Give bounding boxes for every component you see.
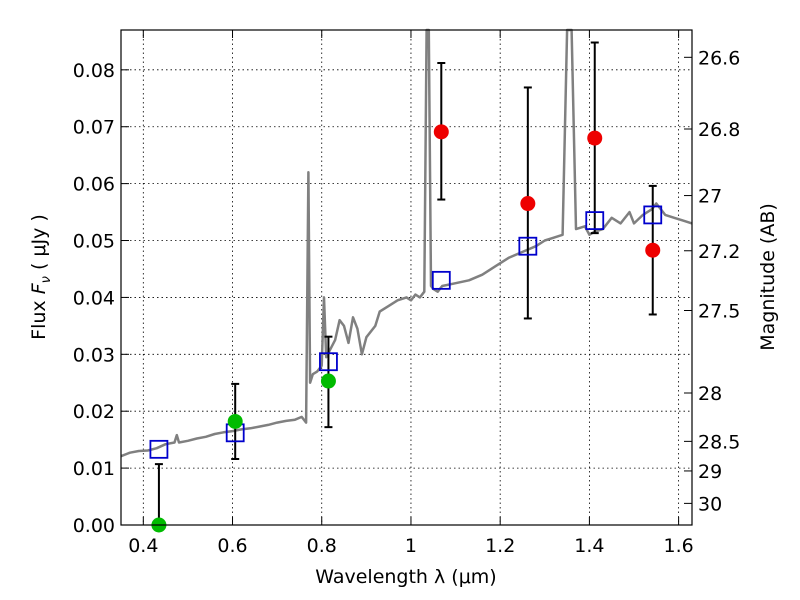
red-data-point <box>645 242 661 258</box>
y-tick-label: 0.03 <box>73 344 115 366</box>
magnitude-tick-label: 28 <box>698 383 722 405</box>
y-tick-label: 0.06 <box>73 174 115 196</box>
x-tick-label: 0.6 <box>217 535 247 557</box>
magnitude-tick-label: 27.2 <box>698 241 740 263</box>
y-tick-label: 0.00 <box>73 515 115 537</box>
plot-frame <box>120 29 693 526</box>
magnitude-tick-label: 26.6 <box>698 47 740 69</box>
model-flux-square <box>643 205 663 225</box>
model-flux-square <box>149 439 169 459</box>
magnitude-tick-label: 27 <box>698 186 722 208</box>
model-flux-square <box>518 236 538 256</box>
red-data-point <box>433 124 449 140</box>
x-tick-label: 0.4 <box>128 535 158 557</box>
axis-ticks: 0.4 0.6 0.8 1 1.2 1.4 1.6 0.00 0.01 0.02 0.03 0.04 0… <box>73 30 740 557</box>
magnitude-tick-label: 26.8 <box>698 119 740 141</box>
red-data-point <box>587 130 603 146</box>
green-data-point <box>227 413 243 429</box>
y-tick-label: 0.04 <box>73 287 115 309</box>
y2-axis-label: Magnitude (AB) <box>757 203 779 351</box>
model-flux-square <box>431 270 451 290</box>
sed-model-curve <box>120 28 693 458</box>
model-flux-square <box>585 211 605 231</box>
x-tick-label: 0.8 <box>307 535 337 557</box>
y-tick-label: 0.01 <box>73 458 115 480</box>
magnitude-tick-label: 29 <box>698 461 722 483</box>
y-tick-label: 0.07 <box>73 117 115 139</box>
x-axis-label: Wavelength λ (μm) <box>315 566 496 588</box>
model-flux-square <box>319 352 338 372</box>
sed-line <box>120 28 693 458</box>
x-tick-label: 1 <box>405 535 417 557</box>
error-bars <box>154 41 657 526</box>
green-data-point <box>320 373 336 389</box>
x-tick-label: 1.2 <box>485 535 515 557</box>
y-axis-label: Flux Fν ( μJy ) <box>28 214 54 340</box>
y-tick-label: 0.02 <box>73 401 115 423</box>
magnitude-tick-label: 27.5 <box>698 301 740 323</box>
red-data-point <box>520 196 536 212</box>
y-tick-label: 0.05 <box>73 231 115 253</box>
grid-lines <box>121 30 692 526</box>
magnitude-tick-label: 30 <box>698 493 722 515</box>
magnitude-tick-label: 28.5 <box>698 431 740 453</box>
y-tick-label: 0.08 <box>73 60 115 82</box>
x-tick-label: 1.4 <box>574 535 604 557</box>
data-markers <box>149 124 663 533</box>
x-tick-label: 1.6 <box>664 535 694 557</box>
